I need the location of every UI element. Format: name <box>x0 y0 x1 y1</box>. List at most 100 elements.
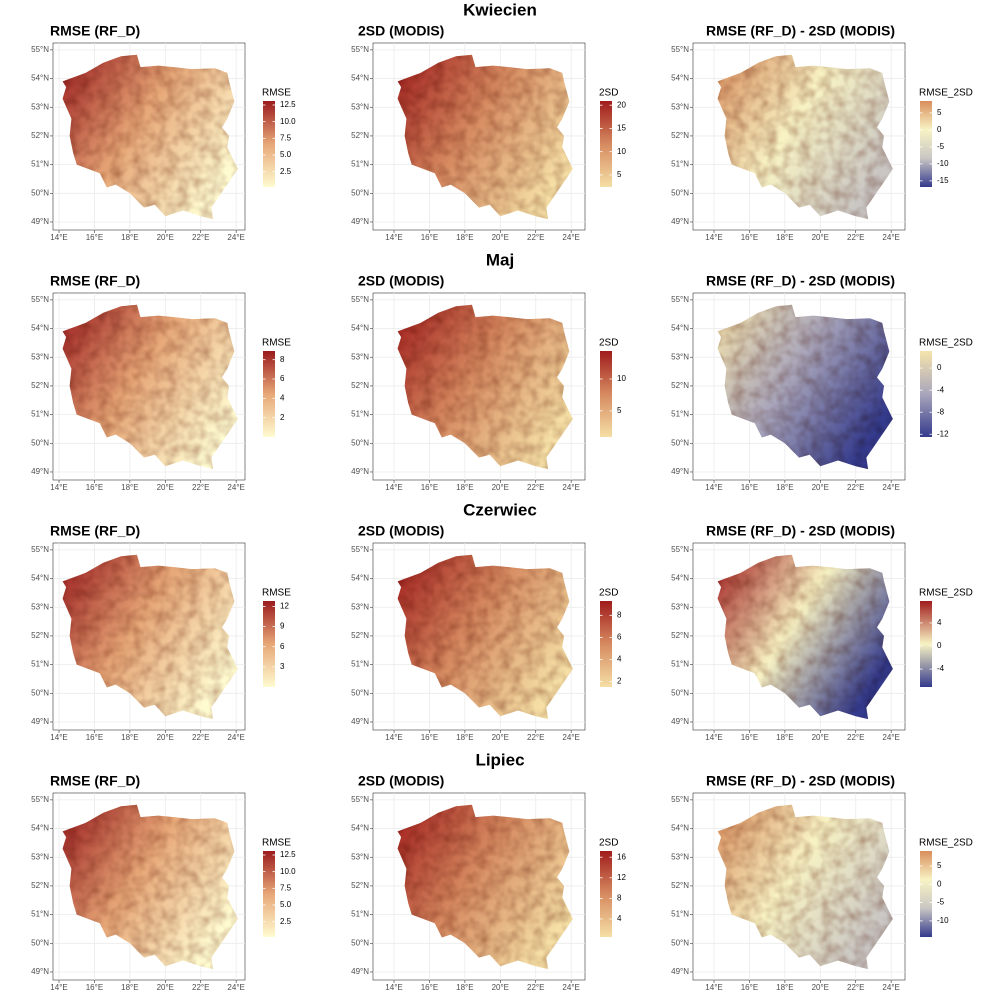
y-tick-label: 51°N <box>671 910 689 919</box>
y-tick-label: 51°N <box>31 410 49 419</box>
y-tick-label: 52°N <box>671 881 689 890</box>
y-tick-label: 49°N <box>671 217 689 226</box>
x-tick-label: 14°E <box>705 733 722 742</box>
x-tick-label: 14°E <box>385 983 402 992</box>
y-tick-label: 53°N <box>351 602 369 611</box>
y-tick-label: 54°N <box>671 574 689 583</box>
legend-tick-label: 0 <box>937 879 942 888</box>
legend-tick-label: 4 <box>937 618 942 627</box>
legend-tick-label: 5 <box>617 170 622 179</box>
map-region <box>717 554 893 720</box>
legend-title: RMSE <box>262 838 291 849</box>
y-tick-label: 49°N <box>351 967 369 976</box>
legend-tick-label: 4 <box>280 393 285 402</box>
y-tick-label: 55°N <box>671 45 689 54</box>
y-tick-label: 49°N <box>351 217 369 226</box>
y-tick-label: 51°N <box>671 660 689 669</box>
y-tick-label: 53°N <box>31 852 49 861</box>
x-tick-label: 18°E <box>456 983 473 992</box>
x-tick-label: 16°E <box>421 733 438 742</box>
x-tick-label: 16°E <box>86 733 103 742</box>
panel-title: RMSE (RF_D) <box>50 773 140 789</box>
colorbar <box>263 101 275 187</box>
x-tick-label: 22°E <box>847 483 864 492</box>
y-tick-label: 49°N <box>351 467 369 476</box>
map-region <box>397 804 573 970</box>
x-tick-label: 18°E <box>456 733 473 742</box>
x-tick-label: 22°E <box>847 983 864 992</box>
y-tick-label: 54°N <box>351 824 369 833</box>
y-tick-label: 49°N <box>31 467 49 476</box>
x-tick-label: 20°E <box>492 483 509 492</box>
x-tick-label: 22°E <box>527 983 544 992</box>
y-tick-label: 52°N <box>31 881 49 890</box>
legend-title: 2SD <box>599 88 618 99</box>
y-tick-label: 55°N <box>671 545 689 554</box>
legend-tick-label: 6 <box>280 642 285 651</box>
y-tick-label: 53°N <box>351 852 369 861</box>
legend-tick-label: 2 <box>617 677 622 686</box>
x-tick-label: 24°E <box>882 983 899 992</box>
x-tick-label: 24°E <box>227 733 244 742</box>
y-tick-label: 50°N <box>671 938 689 947</box>
legend-tick-label: 8 <box>280 355 285 364</box>
x-tick-label: 22°E <box>847 733 864 742</box>
map-region <box>397 554 573 720</box>
x-tick-label: 24°E <box>227 483 244 492</box>
x-tick-label: 20°E <box>812 483 829 492</box>
legend-tick-label: 12.5 <box>280 100 296 109</box>
y-tick-label: 50°N <box>351 188 369 197</box>
x-tick-label: 16°E <box>741 233 758 242</box>
x-tick-label: 20°E <box>492 983 509 992</box>
colorbar <box>263 351 275 437</box>
x-tick-label: 18°E <box>121 483 138 492</box>
x-tick-label: 24°E <box>227 983 244 992</box>
map-region <box>62 804 238 970</box>
panel-title: RMSE (RF_D) - 2SD (MODIS) <box>706 273 895 289</box>
y-tick-label: 51°N <box>671 410 689 419</box>
legend-tick-label: 12 <box>280 601 289 610</box>
panel-title: 2SD (MODIS) <box>358 273 444 289</box>
legend-tick-label: 5 <box>937 108 942 117</box>
x-tick-label: 24°E <box>562 483 579 492</box>
x-tick-label: 20°E <box>492 233 509 242</box>
x-tick-label: 22°E <box>192 483 209 492</box>
y-tick-label: 50°N <box>31 188 49 197</box>
y-tick-label: 54°N <box>31 74 49 83</box>
panel-title: RMSE (RF_D) - 2SD (MODIS) <box>706 523 895 539</box>
legend-tick-label: -8 <box>937 407 945 416</box>
map-region <box>397 304 573 470</box>
legend-tick-label: 0 <box>937 363 942 372</box>
map-region <box>717 804 893 970</box>
colorbar <box>920 101 932 187</box>
x-tick-label: 20°E <box>157 233 174 242</box>
legend-tick-label: 12 <box>617 873 626 882</box>
y-tick-label: 54°N <box>671 824 689 833</box>
legend-title: 2SD <box>599 588 618 599</box>
colorbar <box>600 601 612 687</box>
colorbar <box>920 851 932 937</box>
legend-tick-label: 3 <box>280 662 285 671</box>
legend-tick-label: -10 <box>937 916 949 925</box>
x-tick-label: 20°E <box>812 733 829 742</box>
x-tick-label: 18°E <box>121 733 138 742</box>
x-tick-label: 18°E <box>776 233 793 242</box>
y-tick-label: 54°N <box>31 574 49 583</box>
y-tick-label: 53°N <box>31 102 49 111</box>
panel-title: 2SD (MODIS) <box>358 23 444 39</box>
x-tick-label: 24°E <box>882 233 899 242</box>
legend-tick-label: 5 <box>617 406 622 415</box>
panel-title: RMSE (RF_D) - 2SD (MODIS) <box>706 773 895 789</box>
x-tick-label: 18°E <box>776 733 793 742</box>
x-tick-label: 24°E <box>882 733 899 742</box>
x-tick-label: 24°E <box>227 233 244 242</box>
legend-tick-label: 5.0 <box>280 150 292 159</box>
y-tick-label: 52°N <box>31 631 49 640</box>
row-title: Kwiecien <box>463 0 537 19</box>
y-tick-label: 51°N <box>31 160 49 169</box>
legend-tick-label: 10.0 <box>280 117 296 126</box>
y-tick-label: 54°N <box>671 324 689 333</box>
legend-tick-label: 16 <box>617 852 626 861</box>
panel-title: RMSE (RF_D) <box>50 273 140 289</box>
legend-tick-label: 12.5 <box>280 850 296 859</box>
